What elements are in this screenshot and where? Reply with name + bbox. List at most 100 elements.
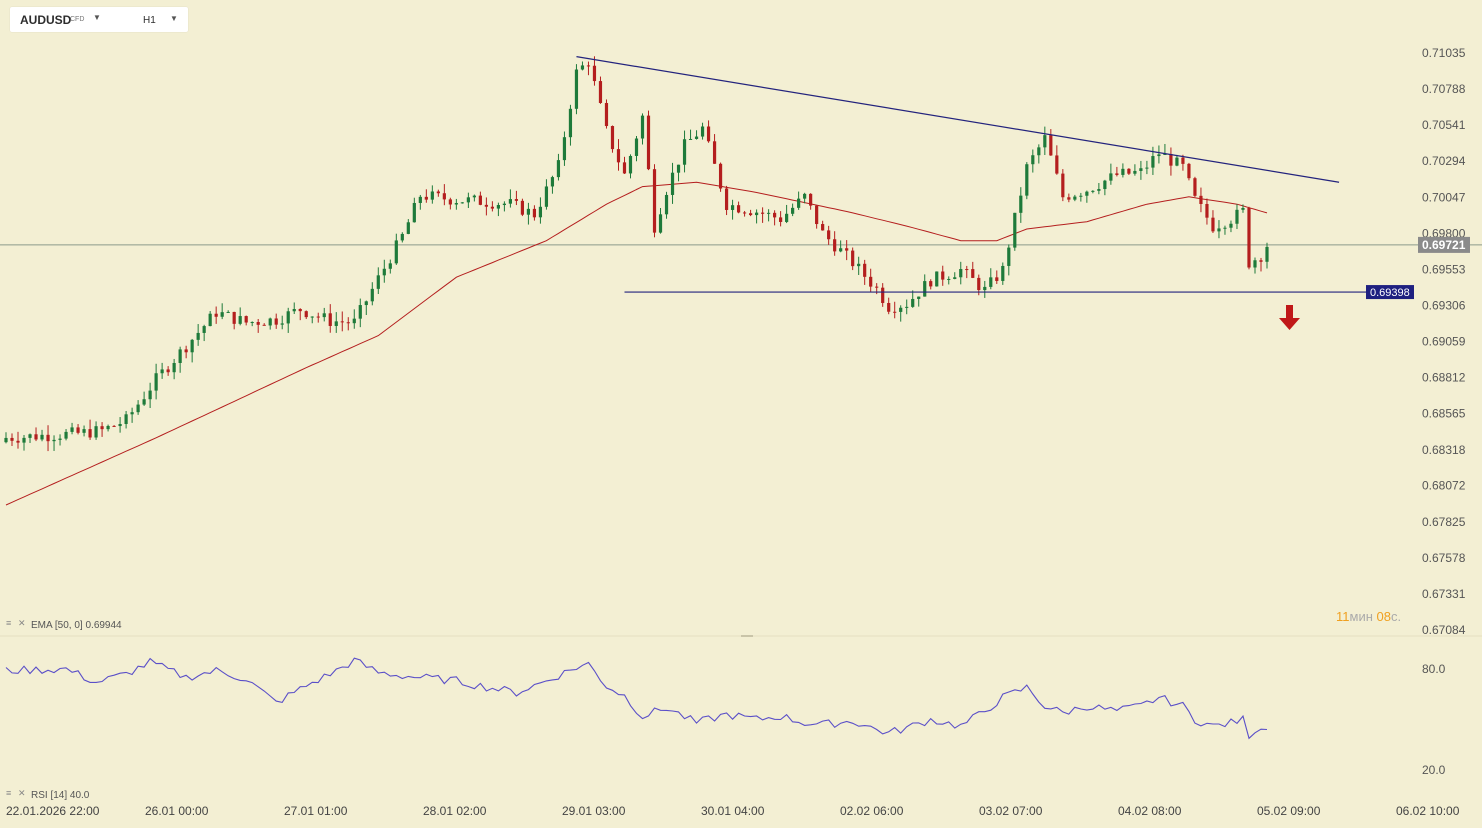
candle-bull (496, 205, 500, 209)
instrument-type: CFD (70, 16, 85, 23)
rsi-remove-icon[interactable]: ✕ (18, 788, 26, 798)
support-price-label: 0.69398 (1370, 287, 1410, 299)
y-axis-tick: 0.68565 (1422, 407, 1466, 421)
candle-bull (953, 277, 957, 279)
candle-bear (863, 263, 867, 277)
candle-bull (1133, 170, 1137, 174)
candle-bear (881, 287, 885, 303)
candle-bear (815, 205, 819, 225)
candle-bear (712, 141, 717, 164)
candle-bull (196, 332, 200, 340)
candle-bull (388, 263, 392, 269)
candle-bear (1211, 217, 1215, 232)
candle-bull (1235, 209, 1239, 224)
panel-resize-handle[interactable] (741, 635, 753, 637)
candle-bull (1043, 135, 1047, 148)
candle-bear (1169, 153, 1173, 166)
candle-bull (700, 126, 705, 137)
candle-bear (448, 199, 452, 205)
candle-bear (718, 163, 723, 189)
symbol-name[interactable]: AUDUSD (20, 13, 72, 27)
x-axis-tick: 27.01 01:00 (284, 804, 348, 818)
candle-bear (586, 65, 591, 67)
candle-bull (791, 207, 795, 214)
candle-bear (706, 126, 711, 142)
candle-bull (412, 202, 416, 223)
ema-line (5, 181, 1268, 506)
x-axis-tick: 02.02 06:00 (840, 804, 904, 818)
y-axis-tick: 0.70788 (1422, 82, 1466, 96)
candle-bull (4, 437, 8, 443)
candle-bull (508, 199, 512, 204)
candle-bull (983, 286, 987, 291)
candle-bear (748, 213, 753, 216)
candle-bear (1055, 155, 1059, 174)
candle-bull (358, 305, 362, 319)
indicator-menu-icon[interactable]: ≡ (6, 618, 12, 628)
candle-bear (262, 324, 266, 326)
candle-bull (70, 427, 74, 432)
candle-bear (736, 205, 741, 213)
symbol-toolbar: AUDUSD CFD ▼ H1 ▼ (10, 7, 188, 32)
indicator-remove-icon[interactable]: ✕ (18, 618, 26, 628)
timeframe-dropdown-icon[interactable]: ▼ (170, 14, 178, 23)
candle-bear (1049, 135, 1053, 156)
candle-bull (280, 323, 284, 325)
candle-bull (334, 321, 338, 326)
candle-bear (622, 162, 627, 174)
rsi-menu-icon[interactable]: ≡ (6, 788, 12, 798)
candle-bear (436, 191, 440, 194)
candle-bull (22, 437, 26, 443)
candle-bull (364, 301, 368, 306)
y-axis-tick: 0.71035 (1422, 46, 1466, 60)
y-axis-tick: 0.68318 (1422, 443, 1466, 457)
candle-bear (1193, 178, 1197, 196)
candle-bear (965, 269, 969, 271)
candle-bear (478, 195, 482, 205)
candle-bear (646, 115, 651, 170)
candle-bear (851, 250, 855, 267)
rsi-level-tick: 20.0 (1422, 763, 1446, 777)
bar-countdown: 11мин 08с. (1336, 609, 1401, 624)
candle-bear (598, 81, 603, 103)
candle-bear (76, 427, 80, 433)
countdown-sec-unit: с. (1390, 609, 1402, 624)
sell-arrow-icon (1279, 305, 1300, 330)
candle-bear (298, 309, 302, 312)
candle-bull (688, 138, 693, 140)
candle-bull (1037, 147, 1041, 156)
candle-bear (100, 426, 104, 430)
x-axis-tick: 29.01 03:00 (562, 804, 626, 818)
candle-bull (418, 196, 422, 203)
candle-bear (971, 269, 975, 278)
candle-bear (610, 126, 615, 150)
resistance-trendline[interactable] (576, 56, 1340, 183)
candle-bull (959, 269, 963, 278)
candle-bull (1019, 195, 1023, 213)
candle-bear (532, 208, 537, 218)
candle-bear (809, 193, 813, 206)
candle-bull (1223, 227, 1227, 229)
x-axis-tick: 06.02 10:00 (1396, 804, 1460, 818)
candle-bear (977, 277, 981, 291)
countdown-min-unit: мин (1349, 609, 1373, 624)
candle-bull (857, 263, 861, 267)
candle-bull (208, 313, 212, 327)
candle-bull (1091, 190, 1095, 192)
candle-bull (935, 271, 939, 287)
candle-bull (682, 139, 687, 165)
candle-bear (214, 313, 218, 317)
support-price-tag (1366, 285, 1414, 300)
candle-bear (514, 199, 519, 201)
candle-bull (1175, 157, 1179, 166)
timeframe-selector[interactable]: H1 (143, 15, 156, 26)
candle-bear (652, 169, 657, 233)
candle-bull (94, 426, 98, 438)
candle-bull (730, 205, 735, 210)
candle-bull (1031, 155, 1035, 165)
candle-bear (304, 311, 308, 318)
symbol-dropdown-icon[interactable]: ▼ (93, 13, 101, 22)
y-axis-tick: 0.67084 (1422, 623, 1466, 637)
candle-bear (10, 437, 14, 441)
